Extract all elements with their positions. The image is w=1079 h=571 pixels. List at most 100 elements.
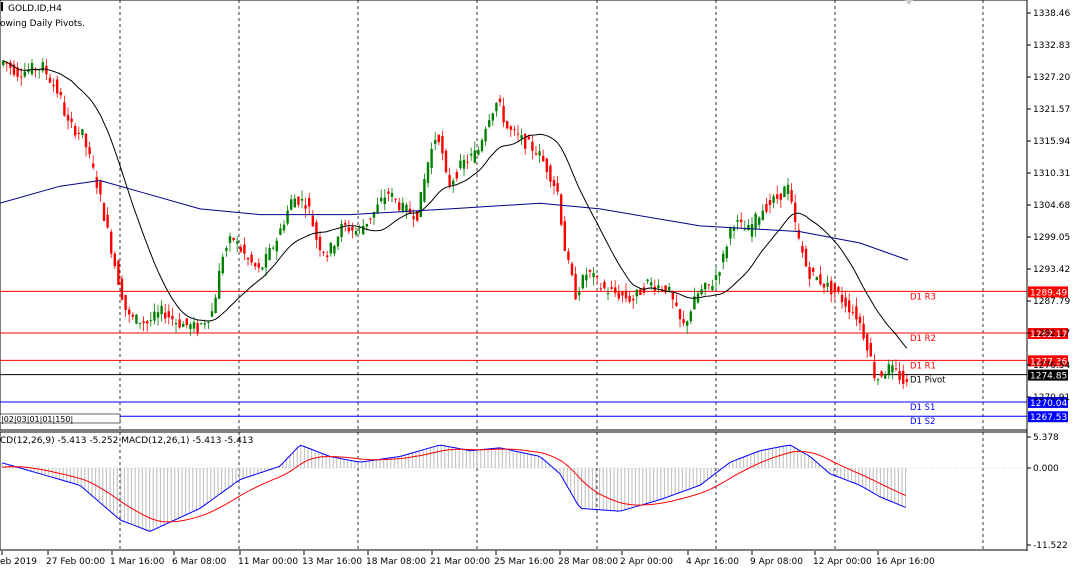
candle-body <box>182 323 185 327</box>
macd-header: CD(12,26,9) -5.413 -5.252 MACD(12,26,1) … <box>0 436 253 446</box>
candle-body <box>92 163 95 168</box>
candle-body <box>826 282 829 287</box>
candle-body <box>610 287 613 289</box>
candle-body <box>9 62 12 68</box>
candle-body <box>516 133 520 135</box>
candle-body <box>200 323 203 325</box>
candle-body <box>2 60 5 66</box>
candle-body <box>315 222 318 240</box>
candle-body <box>56 79 59 94</box>
candle-body <box>797 230 800 239</box>
time-label: 28 Mar 08:00 <box>558 557 618 567</box>
candle-body <box>830 280 833 295</box>
candle-body <box>41 62 44 71</box>
candle-body <box>117 260 120 285</box>
candle-body <box>484 128 487 142</box>
time-label: 18 Mar 08:00 <box>366 557 426 567</box>
candle-body <box>657 285 660 289</box>
candle-body <box>876 379 880 381</box>
candle-body <box>614 287 617 294</box>
macd-axis-zero: 0.000 <box>1033 464 1059 474</box>
candle-body <box>207 321 210 323</box>
candle-body <box>783 186 786 198</box>
candle-body <box>20 76 23 78</box>
overlay-box <box>0 413 121 424</box>
candle-body <box>333 245 336 254</box>
candle-body <box>855 306 858 320</box>
candle-body <box>801 245 804 253</box>
candle-body <box>477 150 480 155</box>
pivot-price-value: 1267.53 <box>1030 413 1067 423</box>
price-tick-label: 1321.57 <box>1033 105 1070 115</box>
candle-body <box>16 67 19 77</box>
pivot-price-value: 1274.85 <box>1030 372 1067 382</box>
candle-body <box>146 321 149 324</box>
candle-body <box>48 77 52 83</box>
candle-body <box>880 371 883 377</box>
candle-body <box>192 322 196 329</box>
candle-body <box>639 289 642 296</box>
candle-body <box>405 204 408 213</box>
candle-body <box>416 211 419 221</box>
candle-body <box>840 294 844 303</box>
price-panel-frame <box>0 0 1028 431</box>
candle-body <box>603 281 606 289</box>
candle-body <box>448 174 451 186</box>
candle-body <box>376 204 379 214</box>
candle-body <box>63 102 66 116</box>
candle-body <box>419 191 422 217</box>
candle-body <box>606 293 610 295</box>
candle-body <box>725 246 728 259</box>
candle-body <box>750 223 754 237</box>
price-tick-label: 1282.17 <box>1033 329 1070 339</box>
candle-body <box>225 247 228 252</box>
candle-body <box>462 159 466 169</box>
candle-body <box>732 227 736 231</box>
candle-body <box>210 311 214 317</box>
candle-body <box>509 126 512 130</box>
candle-body <box>578 292 581 296</box>
candle-body <box>646 279 649 282</box>
candle-body <box>196 323 199 333</box>
candle-body <box>120 278 124 300</box>
candle-body <box>560 194 563 225</box>
candle-body <box>246 258 250 260</box>
candle-body <box>534 153 538 155</box>
candle-body <box>527 136 530 140</box>
candle-body <box>326 255 329 257</box>
candle-body <box>758 217 761 225</box>
candle-body <box>336 236 340 247</box>
candle-body <box>380 197 383 202</box>
candle-body <box>869 342 872 357</box>
candle-body <box>128 309 131 315</box>
candle-body <box>228 236 232 244</box>
candle-body <box>275 240 278 252</box>
candle-body <box>790 190 793 202</box>
candle-body <box>632 298 635 301</box>
pivot-labels: D1 R3 1289.49 D1 R2 1282.17 D1 R1 1277.36 D1 P… <box>910 286 1068 427</box>
candle-body <box>542 155 545 162</box>
candle-body <box>570 263 574 276</box>
candle-body <box>5 62 8 64</box>
pivot-price-value: 1270.04 <box>1030 399 1067 409</box>
candle-body <box>434 139 437 145</box>
candle-body <box>156 312 160 318</box>
time-label: 1 Mar 16:00 <box>110 557 165 567</box>
candle-body <box>779 193 782 200</box>
candle-body <box>675 302 678 306</box>
candle-body <box>257 263 260 268</box>
symbol-marker <box>1 2 3 11</box>
candle-body <box>866 334 869 351</box>
price-tick-label: 1332.83 <box>1033 41 1070 51</box>
candle-body <box>488 120 491 127</box>
candle-body <box>635 289 638 297</box>
scroll-shift-marker[interactable] <box>905 0 913 5</box>
price-tick-label: 1315.94 <box>1033 137 1070 147</box>
time-label: 25 Mar 16:00 <box>494 557 554 567</box>
candle-body <box>700 289 703 295</box>
time-label: eb 2019 <box>0 557 37 567</box>
candle-body <box>354 231 358 235</box>
candle-body <box>290 199 293 210</box>
macd-histogram <box>1 445 907 532</box>
